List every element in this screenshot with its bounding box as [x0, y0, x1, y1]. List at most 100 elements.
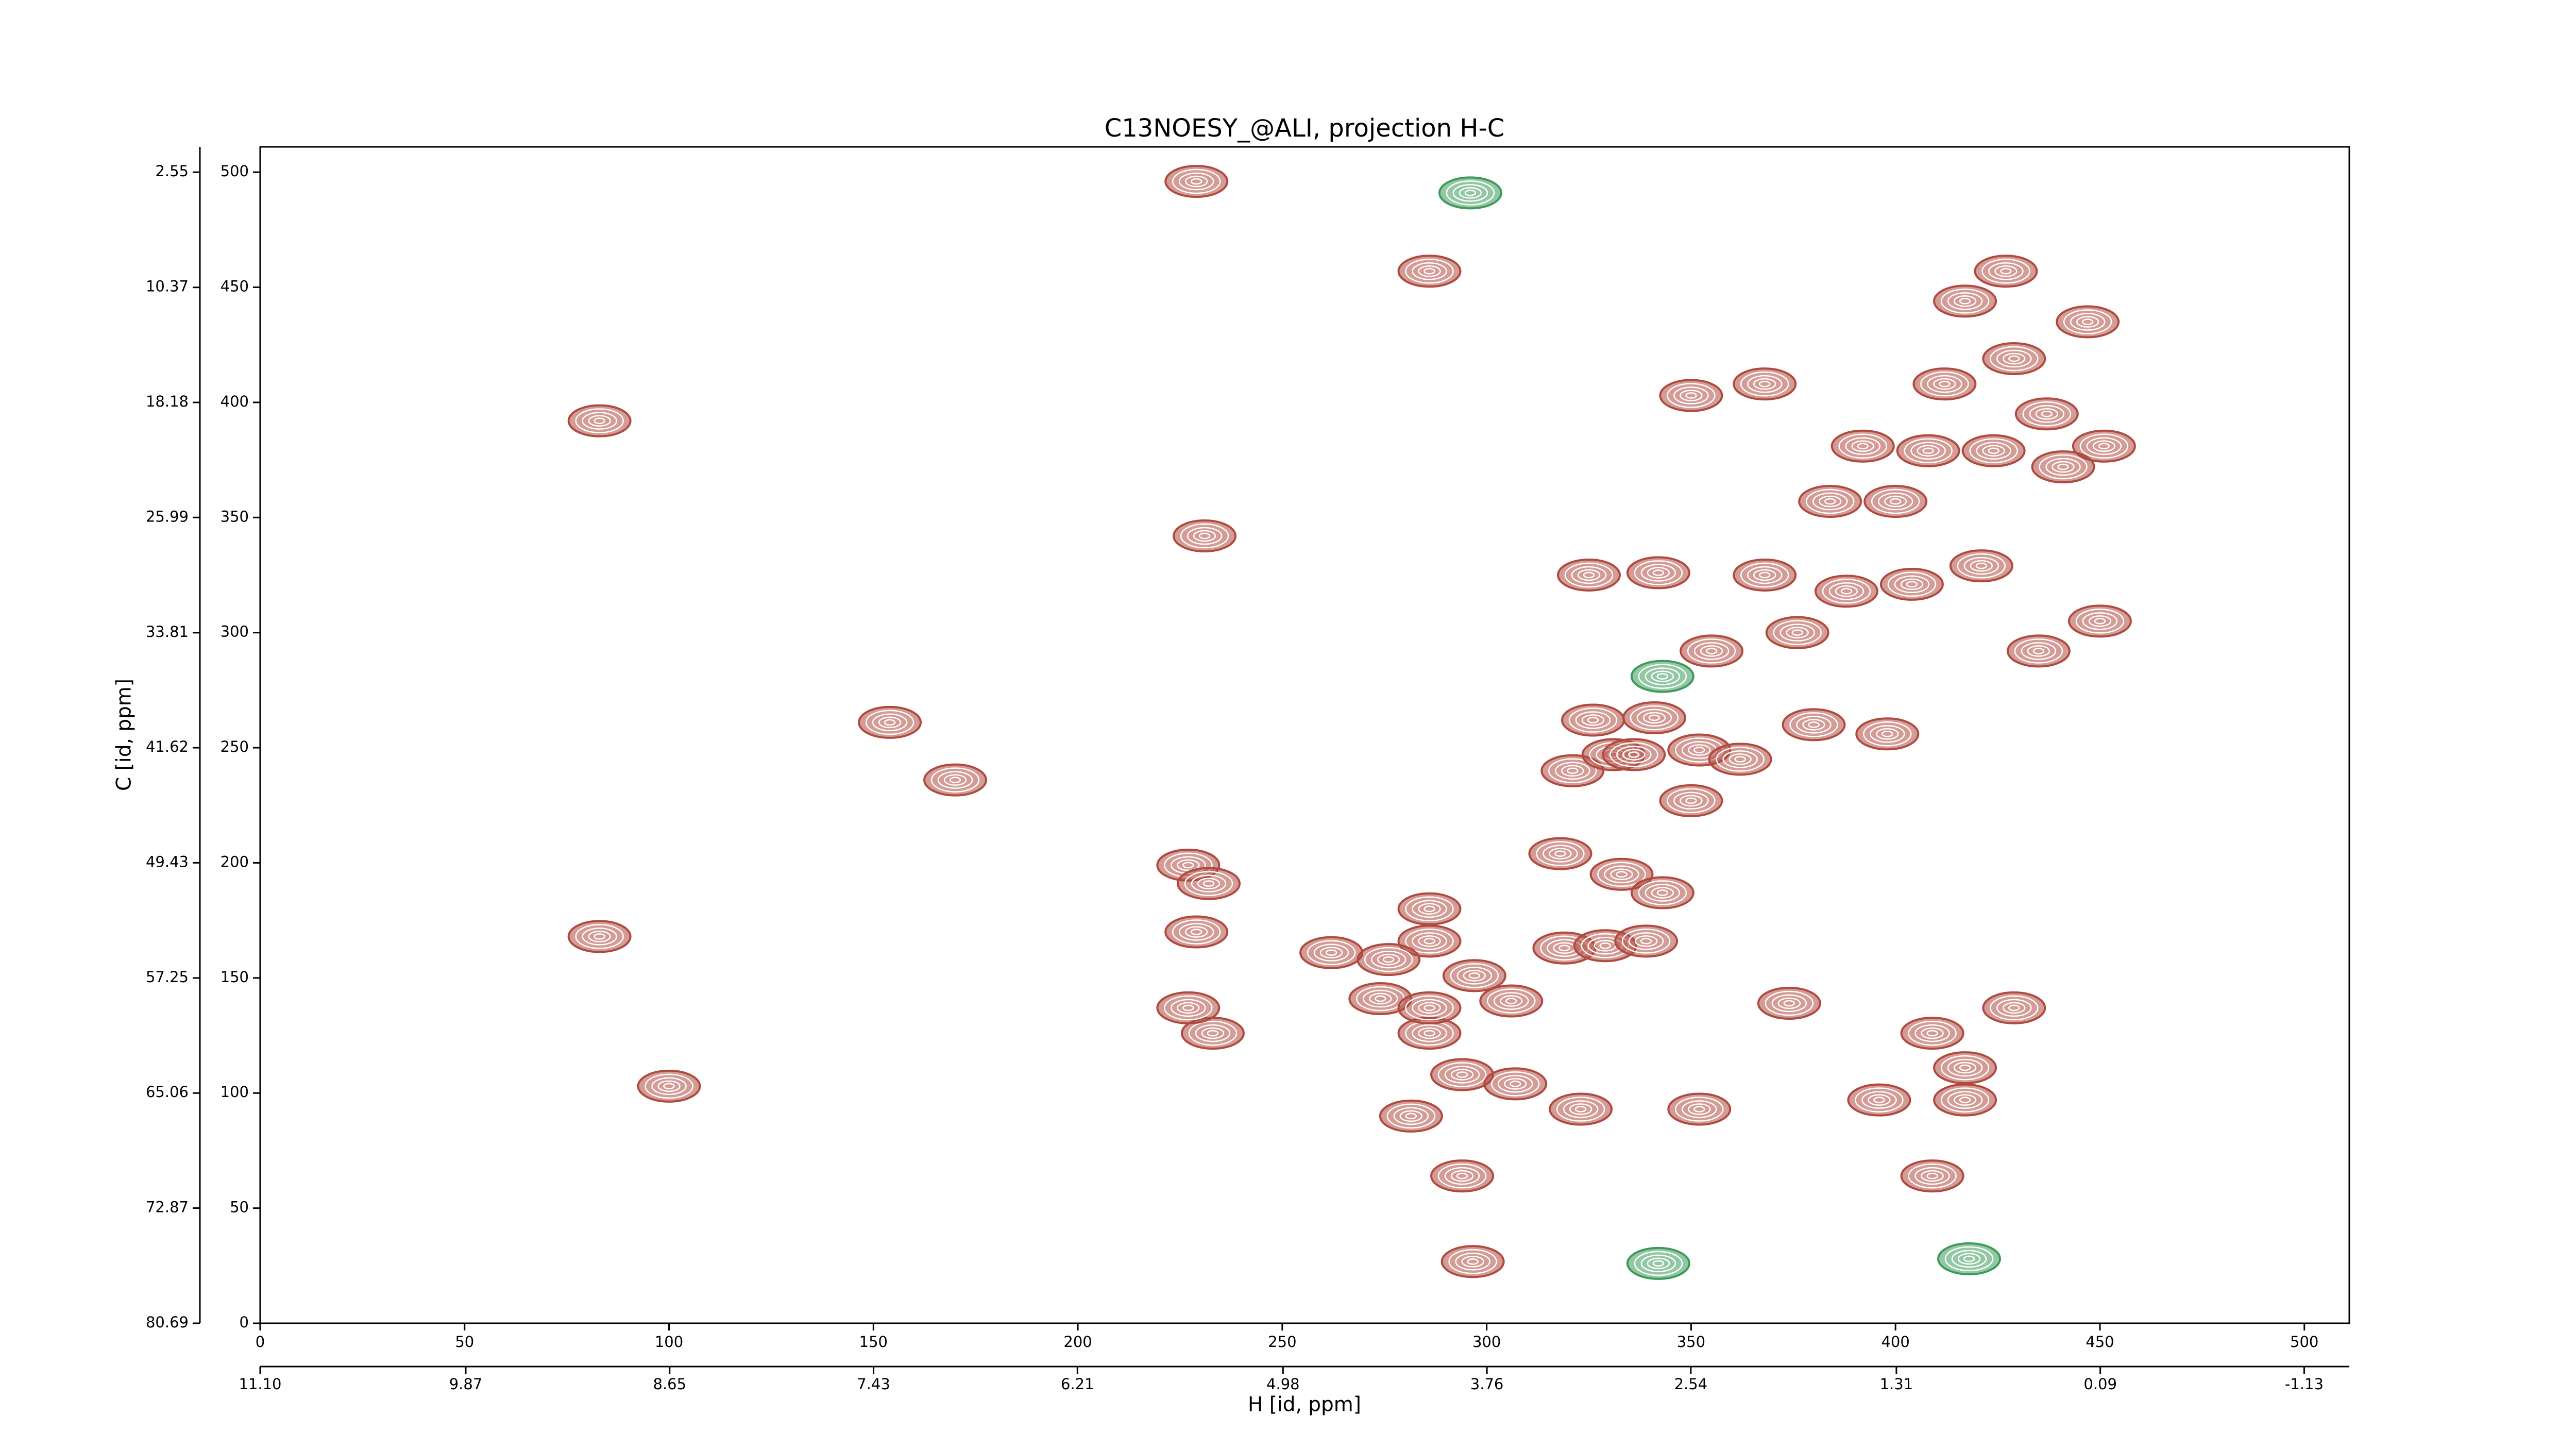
contour-level [1733, 558, 1797, 592]
contour-level [1548, 758, 1597, 783]
contour-level [1555, 762, 1590, 780]
contour-level [1747, 566, 1783, 584]
y-tick-label: 100 [221, 1083, 249, 1101]
contour-level [1156, 991, 1221, 1024]
peak [923, 763, 988, 797]
contour-level [1509, 1081, 1521, 1087]
peak [1164, 165, 1229, 198]
contour-level [1876, 728, 1899, 740]
contour-level [1910, 442, 1946, 460]
contour-level [2032, 648, 2045, 654]
contour-level [1740, 562, 1789, 588]
contour-level [1920, 371, 1969, 397]
contour-level [1667, 1092, 1732, 1126]
contour-level [2006, 634, 2071, 668]
contour-level [1412, 900, 1447, 918]
x2-tick-label: 6.21 [1061, 1375, 1094, 1393]
contour-level [1564, 562, 1614, 588]
y2-tick-label: 49.43 [146, 853, 189, 870]
contour-level [878, 716, 902, 729]
contour-level [1630, 660, 1694, 693]
y-tick-label: 400 [221, 393, 249, 410]
contour-level [1554, 850, 1566, 857]
contour-level [1177, 859, 1200, 871]
contour-level [1556, 1097, 1605, 1122]
y-tick-label: 350 [221, 508, 249, 525]
contour-level [1464, 190, 1477, 196]
contour-level [1583, 571, 1595, 579]
contour-level [1483, 1067, 1548, 1101]
contour-level [1207, 1030, 1219, 1037]
contour-level [1397, 991, 1462, 1024]
contour-level [1933, 378, 1956, 390]
x-axis-label: H [id, ppm] [1248, 1393, 1361, 1417]
contour-level [1616, 746, 1652, 764]
contour-level [949, 777, 961, 783]
peak [858, 705, 922, 739]
contour-level [1822, 579, 1871, 604]
contour-level [1437, 1163, 1487, 1189]
x-tick-label: 400 [1881, 1333, 1909, 1351]
contour-level [1976, 442, 2011, 460]
contour-level [1667, 788, 1716, 814]
contour-level [1688, 744, 1711, 756]
y2-tick-label: 25.99 [146, 508, 189, 525]
contour-level [1990, 995, 2039, 1021]
contour-level [930, 767, 980, 793]
contour-level [1693, 747, 1705, 753]
contour-level [1845, 437, 1880, 456]
contour-level [1645, 667, 1681, 685]
contour-level [1933, 284, 1997, 318]
contour-level [582, 928, 617, 946]
contour-level [1450, 1170, 1474, 1182]
contour-level [1581, 714, 1605, 726]
contour-level [1969, 438, 2018, 463]
contour-level [1456, 1071, 1468, 1078]
contour-level [1786, 627, 1809, 638]
y2-tick-label: 72.87 [146, 1198, 189, 1216]
contour-level [1444, 1167, 1480, 1185]
contour-level [2027, 645, 2050, 657]
contour-level [1921, 1170, 1944, 1182]
contour-level [1459, 187, 1482, 199]
contour-level [1172, 169, 1221, 194]
contour-level [1908, 1020, 1957, 1046]
y-axis-label: C [id, ppm] [113, 679, 136, 791]
peak [1937, 1242, 2002, 1275]
peak [1626, 1246, 1690, 1280]
contour-level [1313, 943, 1349, 962]
contour-level [1557, 558, 1621, 592]
contour-level [1963, 1255, 1975, 1262]
contour-level [1364, 947, 1413, 972]
contour-level [567, 404, 632, 437]
contour-level [1963, 557, 1999, 575]
contour-level [1177, 867, 1241, 900]
contour-level [1855, 717, 1920, 751]
contour-level [1499, 995, 1523, 1007]
contour-level [1927, 375, 1962, 393]
peak [1479, 984, 1544, 1018]
contour-level [2057, 463, 2069, 470]
contour-level [1609, 742, 1658, 767]
contour-level [2014, 638, 2063, 664]
peak [1659, 379, 1723, 412]
contour-level [1863, 485, 1928, 518]
contour-level [1418, 935, 1441, 947]
contour-level [1651, 670, 1674, 682]
x-tick-label: 450 [2086, 1333, 2114, 1351]
contour-level [1182, 862, 1194, 869]
contour-level [1377, 953, 1400, 966]
contour-level [1680, 634, 1744, 668]
contour-level [1190, 178, 1202, 185]
contour-level [1164, 165, 1229, 198]
y2-tick-label: 41.62 [146, 738, 189, 755]
contour-level [1882, 731, 1893, 737]
contour-level [1412, 262, 1447, 280]
y-tick-label: 450 [221, 278, 249, 295]
contour-level [1900, 1159, 1964, 1193]
contour-level [1944, 1246, 1994, 1272]
contour-level [1857, 443, 1869, 450]
peak [1177, 867, 1241, 900]
contour-level [1828, 582, 1865, 600]
peak [1528, 837, 1592, 870]
